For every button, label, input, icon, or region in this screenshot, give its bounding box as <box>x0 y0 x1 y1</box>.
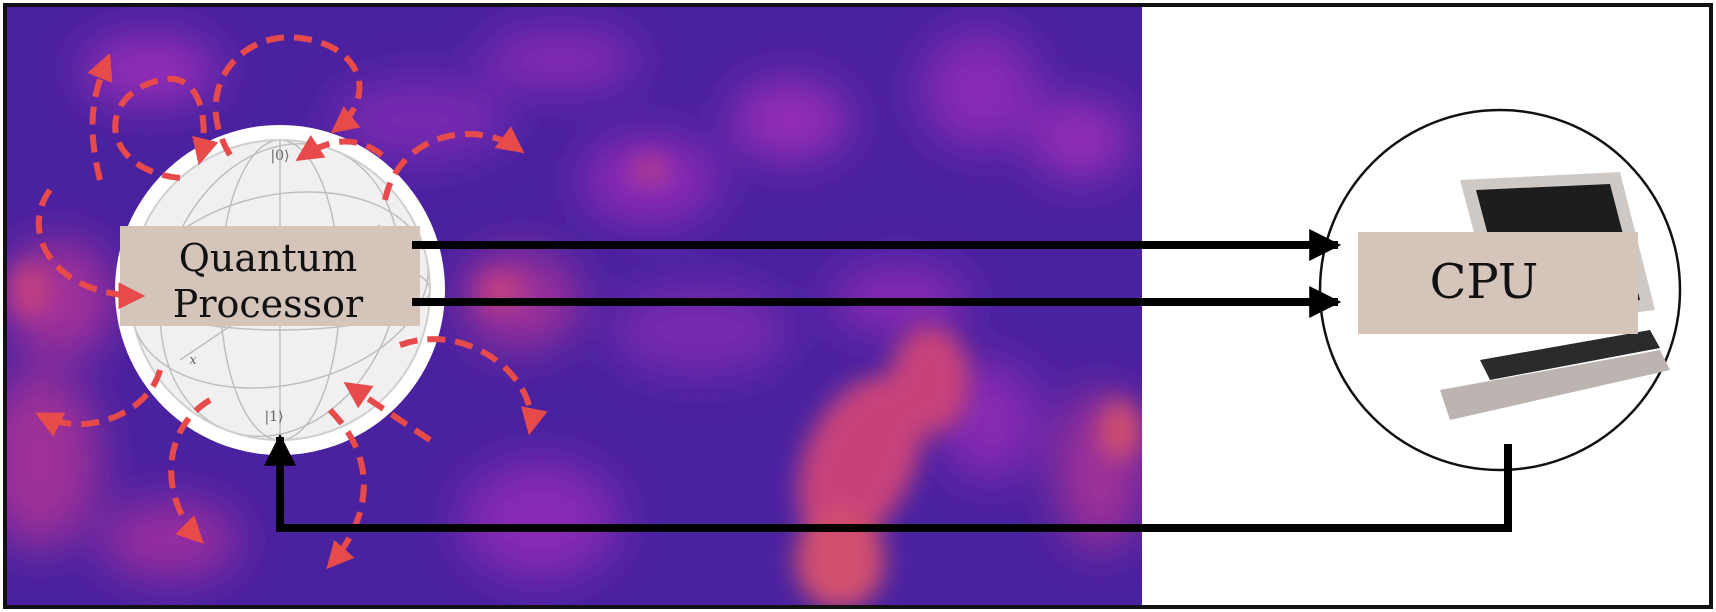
ket-zero-label: |0⟩ <box>270 148 289 164</box>
decoherence-arrow <box>295 134 384 161</box>
decoherence-arrow <box>343 381 432 443</box>
decoherence-arrow <box>35 369 163 437</box>
x-axis-label: x <box>189 353 197 368</box>
decoherence-arrow <box>168 397 212 544</box>
decoherence-arrow <box>398 336 548 436</box>
quantum-label-line1: Quantum <box>179 236 358 280</box>
quantum-label-line2: Processor <box>173 282 364 326</box>
decoherence-arrows <box>35 34 548 570</box>
cpu-label: CPU <box>1430 254 1539 310</box>
decoherence-arrow <box>35 188 146 310</box>
outer-frame <box>3 3 1713 609</box>
quantum-label-box <box>120 226 420 326</box>
cpu-label-box <box>1358 232 1638 334</box>
decoherence-arrow <box>382 126 525 201</box>
decoherence-arrow <box>87 52 113 181</box>
decoherence-arrow <box>326 407 367 570</box>
decoherence-arrow <box>212 34 363 157</box>
decoherence-arrow <box>112 75 219 181</box>
quantum-processor: |0⟩ |1⟩ x Quantum Processor <box>115 125 445 455</box>
cpu-node: CPU <box>1318 108 1682 472</box>
cpu-to-quantum-feedback-arrow <box>264 433 1512 532</box>
ket-one-label: |1⟩ <box>264 409 283 425</box>
data-flow-arrows <box>264 229 1512 532</box>
